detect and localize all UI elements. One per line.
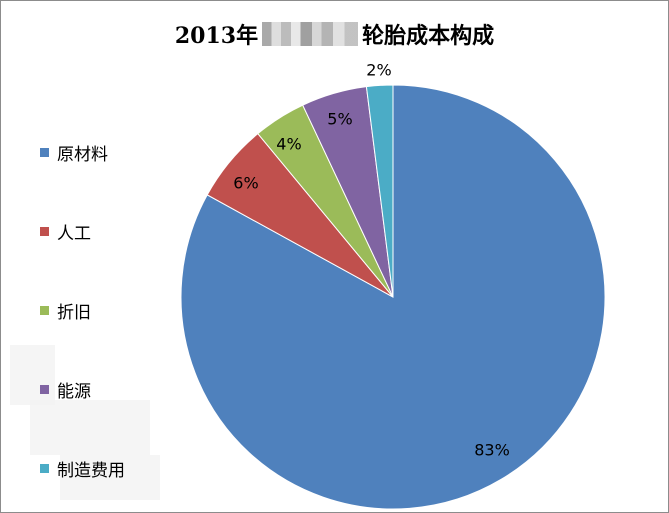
blur-smudge — [60, 455, 160, 500]
data-label-5: 2% — [366, 61, 391, 80]
legend-item: 制造费用 — [40, 456, 125, 481]
chart-title-suffix: 轮胎成本构成 — [362, 24, 495, 49]
data-label-3: 4% — [276, 135, 301, 154]
legend-swatch — [40, 385, 49, 394]
chart-title: 2013年 轮胎成本构成 — [0, 18, 669, 50]
legend-swatch — [40, 227, 49, 236]
data-label-2: 6% — [233, 174, 258, 193]
legend-label: 能源 — [57, 382, 91, 402]
legend-label: 人工 — [57, 224, 91, 244]
legend-swatch — [40, 148, 49, 157]
legend-item: 人工 — [40, 219, 91, 244]
legend-item: 原材料 — [40, 140, 108, 165]
data-label-1: 83% — [474, 441, 510, 460]
legend-item: 能源 — [40, 377, 91, 402]
blur-smudge — [30, 400, 150, 455]
blur-smudge — [10, 345, 55, 405]
legend-label: 制造费用 — [57, 461, 125, 481]
legend-label: 折旧 — [57, 303, 91, 323]
legend-swatch — [40, 306, 49, 315]
pie-slice-1 — [180, 84, 606, 510]
data-label-4: 5% — [327, 110, 352, 129]
redacted-title-segment — [262, 22, 359, 46]
legend-item: 折旧 — [40, 298, 91, 323]
legend-swatch — [40, 464, 49, 473]
legend-label: 原材料 — [57, 145, 108, 165]
pie-slice-5 — [365, 84, 394, 298]
chart-title-prefix: 2013年 — [174, 23, 259, 49]
